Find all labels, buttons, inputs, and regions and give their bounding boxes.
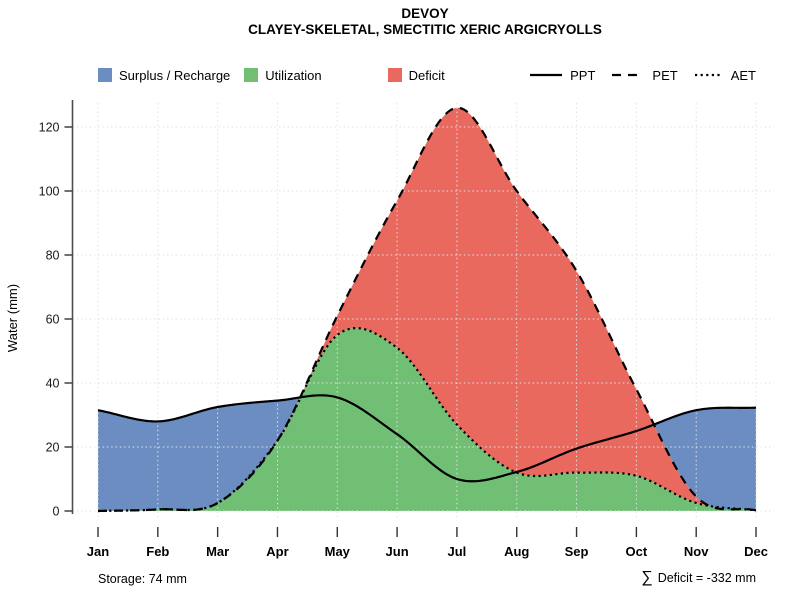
x-tick-label: Jul (448, 544, 467, 559)
deficit-annotation: ∑ Deficit = -332 mm (641, 570, 756, 586)
surplus-area (98, 107, 757, 512)
utilization-swatch-icon (244, 68, 259, 82)
y-axis-title: Water (mm) (5, 284, 20, 352)
deficit-area (98, 107, 757, 512)
legend-label-pet: PET (652, 67, 678, 83)
x-tick-label: Sep (565, 544, 589, 559)
x-tick-label: Oct (626, 544, 648, 559)
solid-line-icon (530, 73, 563, 77)
legend-label-aet: AET (730, 67, 756, 83)
legend-label-surplus: Surplus / Recharge (119, 67, 231, 83)
legend-label-utilization: Utilization (265, 67, 322, 83)
storage-annotation: Storage: 74 mm (98, 572, 187, 586)
legend-label-ppt: PPT (570, 67, 596, 83)
deficit-swatch-icon (387, 68, 402, 82)
y-tick-label: 80 (46, 249, 60, 263)
sigma-icon: ∑ (641, 569, 653, 586)
ppt-line (97, 394, 757, 483)
dashed-line-icon (612, 73, 645, 77)
legend-item-ppt: PPT (529, 68, 595, 83)
y-tick-label: 0 (53, 505, 60, 519)
y-tick-label: 100 (39, 185, 60, 199)
legend-line-group: PPT PET AET (529, 66, 756, 84)
surplus-swatch-icon (98, 68, 112, 82)
x-tick-label: Nov (684, 544, 709, 559)
legend-fill-group: Surplus / Recharge Utilization Deficit (98, 66, 445, 84)
legend-item-aet: AET (694, 68, 756, 83)
y-tick-label: 40 (46, 377, 60, 391)
x-tick-label: Jun (386, 544, 409, 559)
x-tick-label: Dec (744, 544, 768, 559)
chart-title: DEVOY (401, 6, 449, 21)
legend-item-utilization: Utilization (244, 67, 322, 83)
legend-item-deficit: Deficit (387, 67, 445, 83)
y-tick-label: 60 (46, 313, 60, 327)
x-tick-label: Aug (504, 544, 529, 559)
title-block: DEVOY CLAYEY-SKELETAL, SMECTITIC XERIC A… (60, 6, 790, 38)
x-tick-label: Apr (266, 544, 288, 559)
legend-item-pet: PET (611, 67, 678, 83)
x-tick-label: Mar (206, 544, 229, 559)
x-tick-label: May (325, 544, 351, 559)
legend-label-deficit: Deficit (408, 67, 445, 83)
x-tick-label: Feb (146, 544, 169, 559)
utilization-area (98, 328, 757, 511)
legend-item-surplus: Surplus / Recharge (98, 68, 230, 83)
x-tick-label: Jan (87, 544, 109, 559)
dotted-line-icon (694, 73, 723, 77)
pet-line (97, 106, 757, 513)
chart-subtitle: CLAYEY-SKELETAL, SMECTITIC XERIC ARGICRY… (248, 22, 602, 37)
y-tick-label: 20 (46, 441, 60, 455)
aet-line (97, 327, 757, 513)
y-tick-label: 120 (39, 121, 60, 135)
deficit-annotation-text: Deficit = -332 mm (657, 571, 756, 585)
